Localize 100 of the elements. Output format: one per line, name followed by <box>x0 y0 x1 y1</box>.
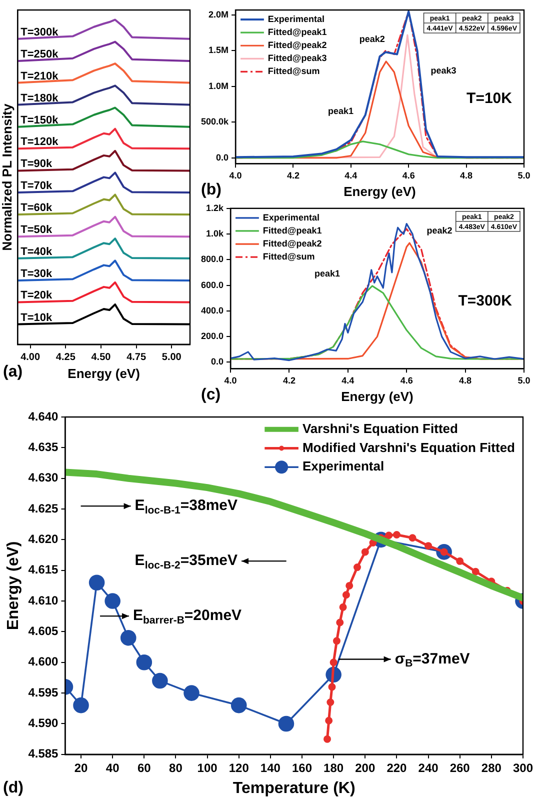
series-label: T=30k <box>20 268 53 280</box>
x-tick-label: 280 <box>481 760 502 775</box>
x-tick-label: 5.0 <box>518 170 530 180</box>
x-tick-label: 80 <box>169 760 183 775</box>
legend-label: Fitted@sum <box>262 252 315 262</box>
x-tick-label: 4.2 <box>282 375 296 386</box>
legend-label: Varshni's Equation Fitted <box>302 421 458 436</box>
x-axis-title: Energy (eV) <box>344 184 416 199</box>
x-axis-title: Energy (eV) <box>68 366 140 381</box>
y-tick-label: 1.0k <box>206 228 224 239</box>
series-label: T=300k <box>20 26 60 38</box>
x-tick-label: 200 <box>355 760 376 775</box>
point <box>325 716 333 724</box>
x-tick-label: 4.4 <box>342 375 354 386</box>
point <box>342 591 350 599</box>
point <box>152 672 168 689</box>
point <box>472 568 480 576</box>
annotation: T=300K <box>458 292 512 310</box>
x-tick-label: 240 <box>418 760 439 775</box>
x-tick-label: 140 <box>260 760 281 775</box>
y-tick-label: 4.590 <box>28 716 59 730</box>
y-tick-label: 2.0M <box>208 9 229 20</box>
x-tick-label: 260 <box>450 760 470 775</box>
point <box>330 658 338 666</box>
point <box>104 593 120 609</box>
series-label: T=10k <box>20 312 53 324</box>
point <box>369 539 377 547</box>
y-tick-label: 200.0 <box>200 331 224 342</box>
point <box>88 574 105 591</box>
point <box>278 716 294 732</box>
point <box>385 532 393 540</box>
point <box>230 697 247 714</box>
annotation: peak3 <box>430 65 456 76</box>
annotation: peak1 <box>328 106 354 116</box>
y-tick-label: 4.640 <box>28 409 59 424</box>
series-label: T=70k <box>20 180 53 192</box>
series-label: T=90k <box>20 158 53 170</box>
point <box>361 548 369 556</box>
point <box>324 735 332 743</box>
x-tick-label: 4.0 <box>229 170 242 180</box>
x-tick-label: 5.0 <box>518 375 530 386</box>
x-tick-label: 5.00 <box>162 352 182 364</box>
legend-label: Modified Varshni's Equation Fitted <box>302 440 516 455</box>
series-label: T=150k <box>20 114 60 126</box>
y-tick-label: 4.585 <box>28 746 59 761</box>
text: (b) <box>201 181 222 198</box>
legend-label: Fitted@peak1 <box>262 225 322 236</box>
y-tick-label: 600.0 <box>200 280 224 290</box>
y-axis-title: Normalized PL Intensity <box>0 102 14 251</box>
point <box>73 697 89 714</box>
y-tick-label: 4.620 <box>28 532 59 546</box>
y-tick-label: 4.595 <box>28 685 59 700</box>
y-axis-title: Energy (eV) <box>5 541 22 630</box>
legend-label: Fitted@peak3 <box>268 53 327 64</box>
y-tick-label: 500.0k <box>200 116 230 127</box>
series-label: T=60k <box>20 202 53 214</box>
text: (a) <box>3 363 23 380</box>
legend-label: Fitted@sum <box>268 66 320 76</box>
point <box>326 698 334 706</box>
series-label: T=20k <box>20 290 53 302</box>
point <box>339 603 347 611</box>
x-axis-title: Temperature (K) <box>232 780 356 797</box>
legend-label: Experimental <box>268 14 324 24</box>
point <box>392 531 400 539</box>
y-tick-label: 1.2k <box>206 202 224 213</box>
point <box>336 618 344 626</box>
x-tick-label: 40 <box>106 760 120 775</box>
x-tick-label: 4.25 <box>56 352 76 364</box>
point <box>408 534 416 542</box>
legend-label: Experimental <box>302 458 384 474</box>
x-tick-label: 4.00 <box>20 352 40 364</box>
series-label: T=40k <box>20 246 53 258</box>
annotation: peak2 <box>359 34 385 44</box>
point <box>332 637 340 645</box>
point <box>346 582 354 590</box>
y-tick-label: 4.610 <box>28 593 59 608</box>
x-tick-label: 4.6 <box>402 170 415 180</box>
y-tick-label: 0.0 <box>216 152 229 162</box>
x-tick-label: 4.0 <box>224 375 237 386</box>
point <box>424 542 432 550</box>
x-tick-label: 4.6 <box>400 375 413 386</box>
x-tick-label: 220 <box>386 760 408 775</box>
point <box>184 685 200 701</box>
series-label: T=50k <box>20 224 53 236</box>
y-tick-label: 4.600 <box>28 654 59 669</box>
series-label: T=120k <box>20 136 60 148</box>
y-tick-label: 4.615 <box>28 562 59 577</box>
annotation: T=10K <box>466 90 512 108</box>
text: (d) <box>3 779 24 796</box>
point <box>354 564 361 572</box>
x-tick-label: 300 <box>512 760 534 775</box>
y-tick-label: 0.0 <box>211 356 224 367</box>
legend-label: Experimental <box>262 212 320 222</box>
x-tick-label: 20 <box>74 760 88 775</box>
series-label: T=210k <box>20 70 60 82</box>
series-label: T=180k <box>20 92 60 104</box>
y-tick-label: 1.0M <box>208 80 229 91</box>
y-tick-label: 4.635 <box>28 440 59 454</box>
y-tick-label: 4.605 <box>28 624 59 638</box>
y-tick-label: 800.0 <box>200 254 224 264</box>
